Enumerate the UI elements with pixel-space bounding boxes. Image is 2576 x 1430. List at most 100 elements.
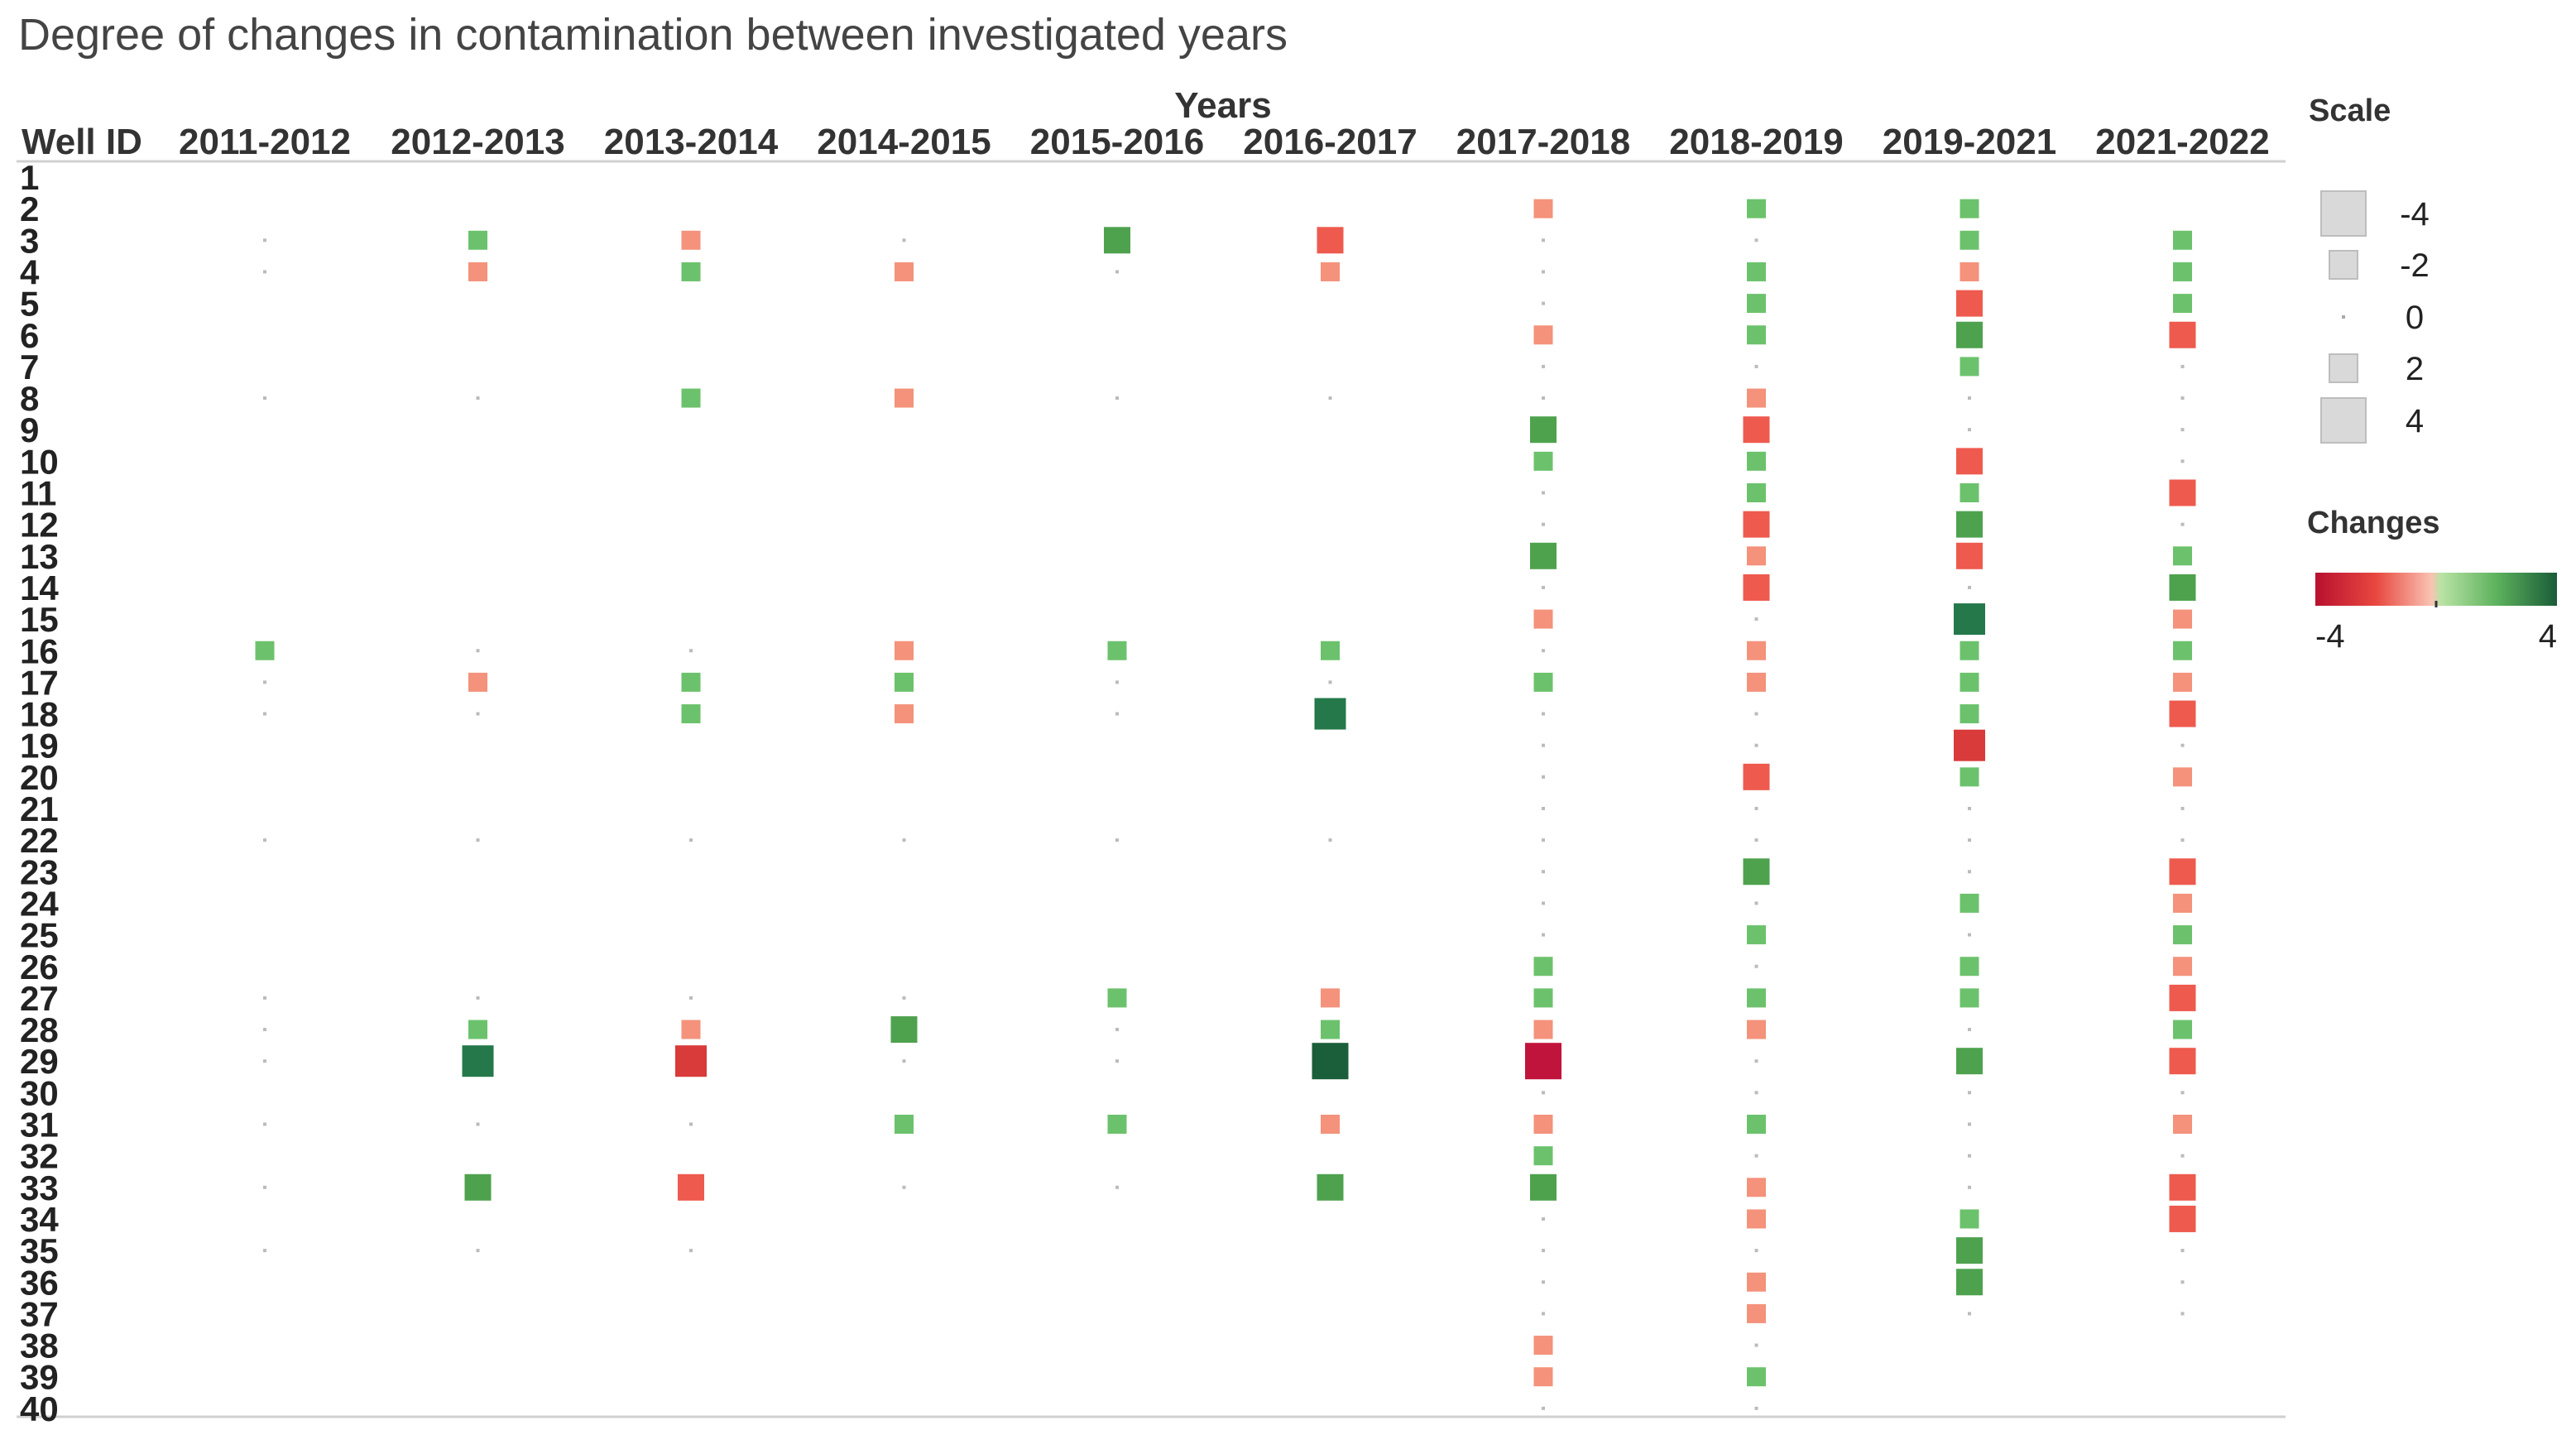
row-label-23: 23 (20, 852, 59, 891)
cell-well-28-2019-2021 (1968, 1028, 1971, 1032)
row-label-13: 13 (20, 537, 59, 576)
cell-well-8-2015-2016 (1115, 396, 1119, 401)
cell-well-7-2021-2022 (2180, 364, 2185, 368)
row-label-7: 7 (20, 348, 39, 386)
cell-well-14-2021-2022 (2169, 573, 2196, 601)
cell-well-11-2017-2018 (1542, 491, 1545, 495)
cell-well-18-2011-2012 (263, 712, 266, 716)
cell-well-27-2011-2012 (263, 996, 266, 1000)
cell-well-33-2021-2022 (2169, 1173, 2196, 1201)
cell-well-18-2021-2022 (2169, 700, 2196, 727)
cell-well-8-2017-2018 (1542, 396, 1545, 401)
cell-well-8-2019-2021 (1968, 396, 1971, 401)
cell-well-37-2019-2021 (1968, 1312, 1971, 1316)
column-header-2019-2021: 2019-2021 (1883, 122, 2056, 162)
cell-well-20-2018-2019 (1743, 763, 1770, 790)
row-label-24: 24 (20, 884, 59, 923)
cell-well-17-2019-2021 (1960, 672, 1979, 692)
cell-well-7-2019-2021 (1960, 357, 1979, 377)
cell-well-31-2012-2013 (476, 1122, 480, 1126)
cell-well-36-2018-2019 (1747, 1272, 1766, 1292)
cell-well-27-2019-2021 (1960, 988, 1979, 1008)
row-label-18: 18 (20, 695, 59, 734)
cell-well-17-2011-2012 (263, 680, 266, 684)
cell-well-8-2021-2022 (2180, 396, 2185, 401)
column-header-2018-2019: 2018-2019 (1669, 122, 1843, 162)
cell-well-37-2018-2019 (1747, 1303, 1766, 1323)
cell-well-3-2013-2014 (681, 230, 701, 250)
cell-well-33-2019-2021 (1968, 1185, 1971, 1189)
cell-well-29-2021-2022 (2169, 1048, 2196, 1075)
cell-well-27-2014-2015 (902, 996, 906, 1000)
cell-well-22-2014-2015 (902, 838, 906, 842)
cell-well-3-2021-2022 (2173, 230, 2192, 250)
row-label-34: 34 (20, 1200, 59, 1239)
cell-well-33-2017-2018 (1530, 1173, 1557, 1201)
cell-well-3-2016-2017 (1317, 227, 1344, 254)
cell-well-11-2021-2022 (2169, 479, 2196, 506)
cell-well-32-2018-2019 (1754, 1154, 1758, 1158)
cell-well-4-2018-2019 (1747, 262, 1766, 281)
cell-well-32-2021-2022 (2180, 1154, 2185, 1158)
cell-well-22-2021-2022 (2180, 838, 2185, 842)
column-header-2012-2013: 2012-2013 (391, 122, 564, 162)
row-label-28: 28 (20, 1010, 59, 1049)
cell-well-13-2019-2021 (1956, 542, 1983, 569)
cell-well-16-2011-2012 (255, 641, 275, 660)
cell-well-23-2019-2021 (1968, 870, 1971, 874)
cell-well-12-2017-2018 (1542, 522, 1545, 526)
cell-well-9-2019-2021 (1968, 428, 1971, 432)
cell-well-11-2019-2021 (1960, 483, 1979, 502)
cell-well-12-2021-2022 (2180, 522, 2185, 526)
cell-well-22-2015-2016 (1115, 838, 1119, 842)
row-label-1: 1 (20, 158, 39, 197)
cell-well-8-2016-2017 (1328, 396, 1332, 401)
color-legend-title: Changes (2307, 506, 2439, 540)
cell-well-37-2021-2022 (2180, 1312, 2185, 1316)
cell-well-5-2018-2019 (1747, 294, 1766, 314)
cell-well-28-2016-2017 (1321, 1020, 1340, 1039)
row-label-21: 21 (20, 789, 59, 828)
cell-well-12-2018-2019 (1743, 511, 1770, 538)
cell-well-4-2017-2018 (1542, 270, 1545, 274)
cell-well-24-2017-2018 (1542, 901, 1545, 905)
scale-legend-label-4: 4 (2406, 403, 2424, 439)
row-label-5: 5 (20, 285, 39, 324)
cell-well-30-2021-2022 (2180, 1091, 2185, 1095)
cell-well-34-2018-2019 (1747, 1209, 1766, 1229)
column-header-2021-2022: 2021-2022 (2095, 122, 2269, 162)
row-label-16: 16 (20, 631, 59, 670)
cell-well-34-2021-2022 (2169, 1205, 2196, 1232)
row-label-33: 33 (20, 1168, 59, 1207)
row-label-12: 12 (20, 506, 59, 545)
cell-well-2-2019-2021 (1960, 199, 1979, 218)
cell-well-16-2017-2018 (1542, 649, 1545, 653)
cell-well-29-2016-2017 (1312, 1043, 1349, 1080)
cell-well-6-2017-2018 (1533, 325, 1553, 345)
cell-well-28-2013-2014 (681, 1020, 701, 1039)
color-legend-gradient (2315, 573, 2557, 606)
cell-well-4-2016-2017 (1321, 262, 1340, 281)
cell-well-36-2019-2021 (1956, 1269, 1983, 1296)
cell-well-10-2018-2019 (1747, 451, 1766, 471)
cell-well-33-2014-2015 (902, 1185, 906, 1189)
cell-well-16-2013-2014 (689, 649, 693, 653)
cell-well-31-2013-2014 (689, 1122, 693, 1126)
scale-legend-square-0 (2342, 315, 2345, 319)
cell-well-26-2021-2022 (2173, 957, 2192, 977)
cell-well-18-2016-2017 (1314, 698, 1346, 730)
row-label-30: 30 (20, 1073, 59, 1112)
cell-well-25-2017-2018 (1542, 933, 1545, 937)
row-label-19: 19 (20, 727, 59, 765)
cell-well-27-2018-2019 (1747, 988, 1766, 1008)
cell-well-19-2018-2019 (1754, 743, 1758, 747)
cell-well-6-2019-2021 (1956, 321, 1983, 348)
row-label-15: 15 (20, 600, 59, 639)
row-label-10: 10 (20, 442, 59, 481)
cell-well-28-2012-2013 (468, 1020, 487, 1039)
cell-well-34-2019-2021 (1960, 1209, 1979, 1229)
cell-well-28-2021-2022 (2173, 1020, 2192, 1039)
row-label-35: 35 (20, 1231, 59, 1270)
cell-well-25-2021-2022 (2173, 925, 2192, 945)
cell-well-10-2021-2022 (2180, 459, 2185, 463)
